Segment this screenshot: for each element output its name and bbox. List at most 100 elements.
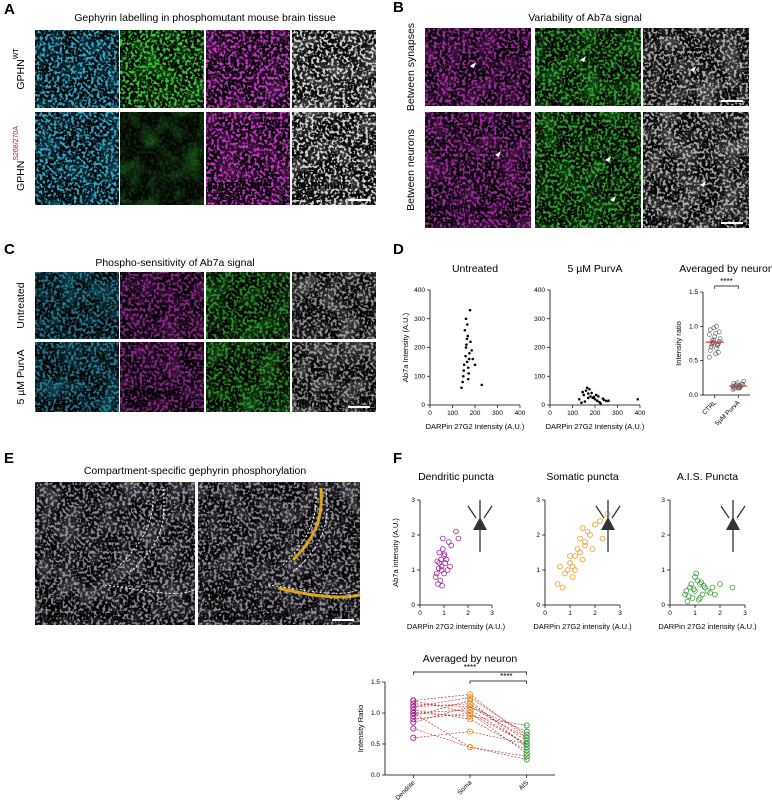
data-point	[461, 380, 464, 384]
channel-label: Merge	[296, 399, 326, 410]
data-point	[466, 700, 474, 707]
data-point	[410, 697, 417, 704]
panel-letter: B	[393, 0, 404, 16]
paired-line	[413, 694, 527, 739]
paired-line	[413, 700, 527, 745]
data-point	[466, 728, 474, 735]
channel-label: AnkG	[202, 590, 229, 601]
data-point	[716, 350, 721, 355]
micrograph-puncta	[206, 342, 290, 412]
y-tick-label: 2	[661, 532, 665, 539]
paired-line	[413, 712, 527, 726]
data-point	[523, 744, 530, 751]
y-axis-label: Ab7a Intensity (A.U.)	[401, 312, 410, 382]
data-point	[465, 360, 469, 364]
row-label: 5 µM PurvA	[15, 349, 27, 404]
data-point	[607, 399, 610, 402]
channel-label: VGAT	[39, 399, 66, 410]
micrograph-puncta	[120, 112, 204, 205]
panel-letter: A	[4, 1, 15, 18]
data-point	[586, 392, 590, 395]
data-point	[470, 349, 473, 352]
data-point	[564, 567, 571, 573]
data-point	[445, 539, 452, 545]
channel-label: Ab7a	[124, 192, 149, 203]
panel-title: Gephyrin labelling in phosphomutant mous…	[74, 12, 336, 24]
significance-label: ****	[720, 277, 732, 286]
panel-title: Phospho-sensitivity of Ab7a signal	[95, 257, 254, 269]
data-point	[471, 357, 475, 361]
data-point	[714, 324, 719, 329]
data-point	[462, 369, 466, 372]
chart-title: Averaged by neuron	[679, 263, 772, 275]
data-point	[435, 565, 442, 572]
data-point	[569, 574, 576, 580]
arrowhead	[470, 62, 476, 68]
data-point	[692, 588, 698, 594]
data-point	[462, 374, 465, 378]
chart-title: A.I.S. Puncta	[677, 471, 738, 483]
data-point	[523, 722, 530, 729]
channel-label: 27G2	[429, 215, 454, 226]
y-tick-label: 0.5	[371, 741, 380, 748]
data-point	[589, 546, 596, 552]
arrowhead	[610, 196, 616, 202]
x-tick-label: 300	[492, 410, 503, 417]
data-point	[577, 549, 583, 556]
data-point	[464, 354, 467, 358]
data-point	[523, 750, 530, 757]
data-point	[466, 709, 474, 717]
chart-title: Untreated	[452, 263, 498, 275]
scale-bar-label: 10 µm	[349, 191, 369, 198]
data-point	[410, 703, 417, 710]
data-point	[715, 343, 720, 348]
data-point	[444, 567, 451, 573]
x-tick-label: 3	[618, 610, 622, 617]
x-tick-label: 0	[668, 610, 672, 617]
axon-initial-segment	[277, 487, 361, 599]
data-point	[434, 558, 441, 565]
y-tick-label: 300	[414, 316, 425, 323]
data-point	[588, 387, 591, 391]
row-label-variant: WT	[13, 48, 20, 60]
chart-title: Somatic puncta	[546, 471, 619, 483]
y-tick-label: 1.0	[689, 323, 698, 330]
data-point	[432, 574, 439, 580]
x-tick-label: 300	[612, 410, 623, 417]
dendrite-outline	[104, 487, 196, 594]
arrowhead	[690, 66, 696, 72]
x-tick-label: 2	[593, 610, 597, 617]
micrograph-puncta	[35, 272, 119, 339]
significance-bracket	[412, 671, 528, 675]
scale-bar-label: 25 µm	[333, 611, 353, 618]
data-point	[466, 716, 474, 723]
data-point	[582, 393, 586, 397]
data-point	[469, 340, 472, 344]
channel-label: DARPin-hFc 27G2	[39, 612, 125, 623]
data-point	[572, 553, 578, 559]
data-point	[712, 591, 718, 598]
neuron-soma	[601, 517, 615, 530]
data-point	[597, 395, 600, 398]
y-axis-label: Intensity Ratio	[356, 705, 365, 753]
data-point	[567, 560, 573, 566]
data-point	[466, 377, 470, 381]
data-point	[698, 579, 705, 586]
data-point	[709, 584, 716, 591]
micrograph-puncta	[35, 112, 119, 205]
y-tick-label: 3	[536, 497, 540, 504]
data-point	[463, 328, 467, 332]
data-point	[410, 719, 417, 726]
micrograph-puncta	[35, 482, 195, 625]
data-point	[684, 598, 691, 605]
paired-line	[413, 709, 527, 745]
data-point	[636, 397, 640, 401]
x-tick-label: 3	[490, 610, 494, 617]
data-point	[581, 390, 584, 394]
channel-label: DARPin-hFc 27G2	[202, 612, 288, 623]
data-point	[465, 343, 468, 346]
arrowhead	[580, 56, 586, 62]
data-point	[716, 329, 722, 335]
y-axis-label: Ab7a intensity (A.U.)	[391, 518, 400, 587]
channel-label: DARPin-hFc	[210, 181, 269, 192]
